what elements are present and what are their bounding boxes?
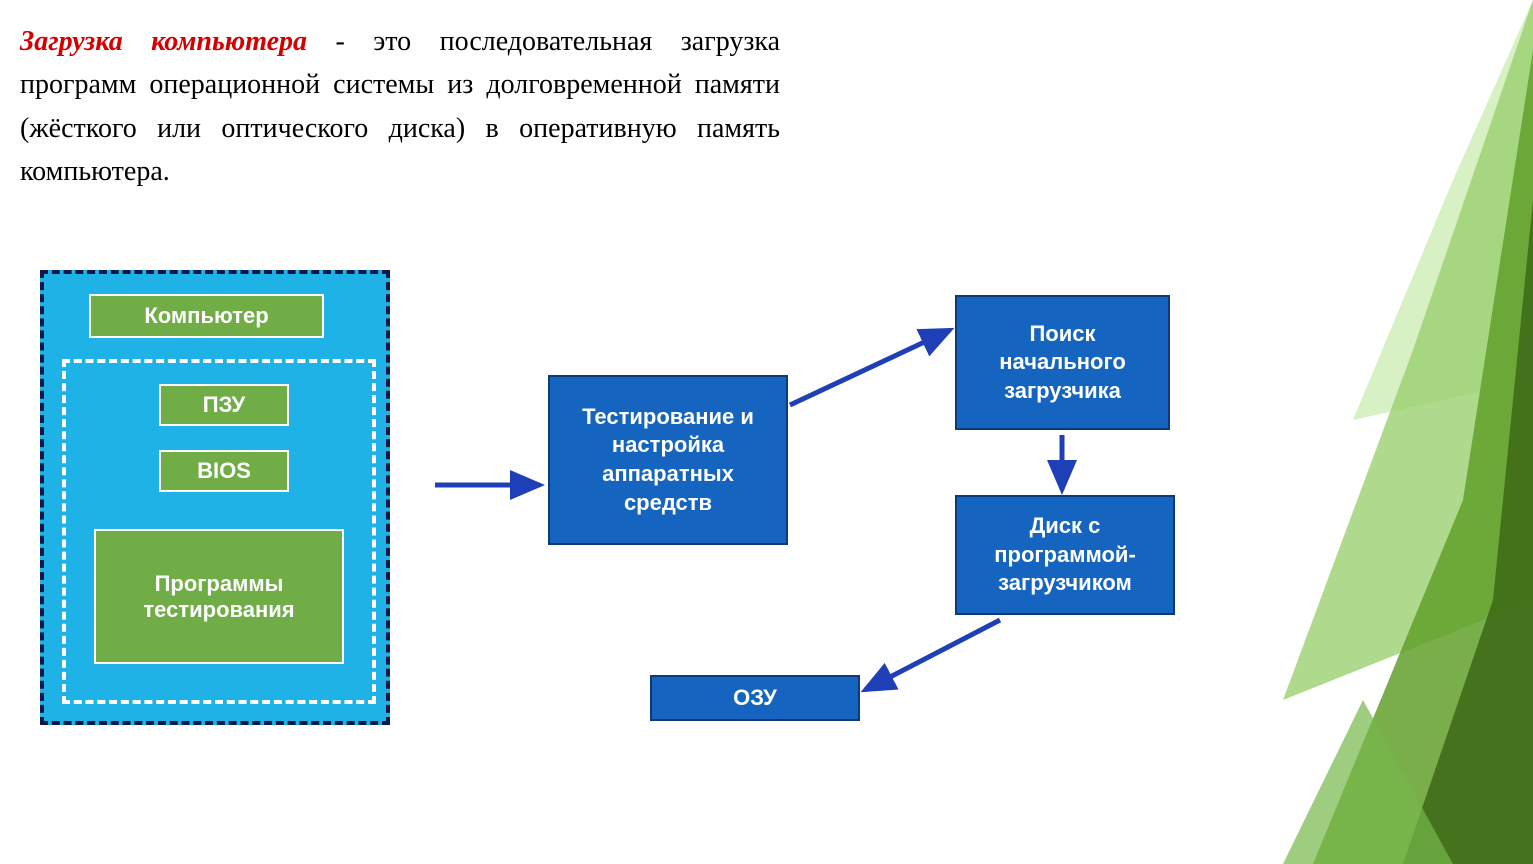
- node-ozu-text: ОЗУ: [733, 684, 777, 713]
- boot-diagram: Компьютер ПЗУ BIOS Программы тестировани…: [40, 270, 1240, 830]
- slide-content: Загрузка компьютера - это последовательн…: [0, 0, 1533, 194]
- term-text: Загрузка компьютера: [20, 26, 307, 57]
- computer-outer-box: Компьютер ПЗУ BIOS Программы тестировани…: [40, 270, 390, 725]
- label-computer: Компьютер: [89, 294, 324, 338]
- label-pzu: ПЗУ: [159, 384, 289, 426]
- label-programs: Программы тестирования: [94, 529, 344, 664]
- node-search-text: Поиск начального загрузчика: [969, 320, 1156, 406]
- arrow-a2: [790, 330, 950, 405]
- label-pzu-text: ПЗУ: [203, 392, 245, 418]
- node-testing-text: Тестирование и настройка аппаратных сред…: [562, 403, 774, 517]
- label-bios: BIOS: [159, 450, 289, 492]
- label-computer-text: Компьютер: [144, 303, 268, 329]
- node-disk: Диск с программой-загрузчиком: [955, 495, 1175, 615]
- node-testing: Тестирование и настройка аппаратных сред…: [548, 375, 788, 545]
- node-disk-text: Диск с программой-загрузчиком: [969, 512, 1161, 598]
- node-search: Поиск начального загрузчика: [955, 295, 1170, 430]
- node-ozu: ОЗУ: [650, 675, 860, 721]
- label-programs-text: Программы тестирования: [96, 571, 342, 623]
- definition-paragraph: Загрузка компьютера - это последовательн…: [20, 20, 780, 194]
- arrow-a4: [865, 620, 1000, 690]
- label-bios-text: BIOS: [197, 458, 251, 484]
